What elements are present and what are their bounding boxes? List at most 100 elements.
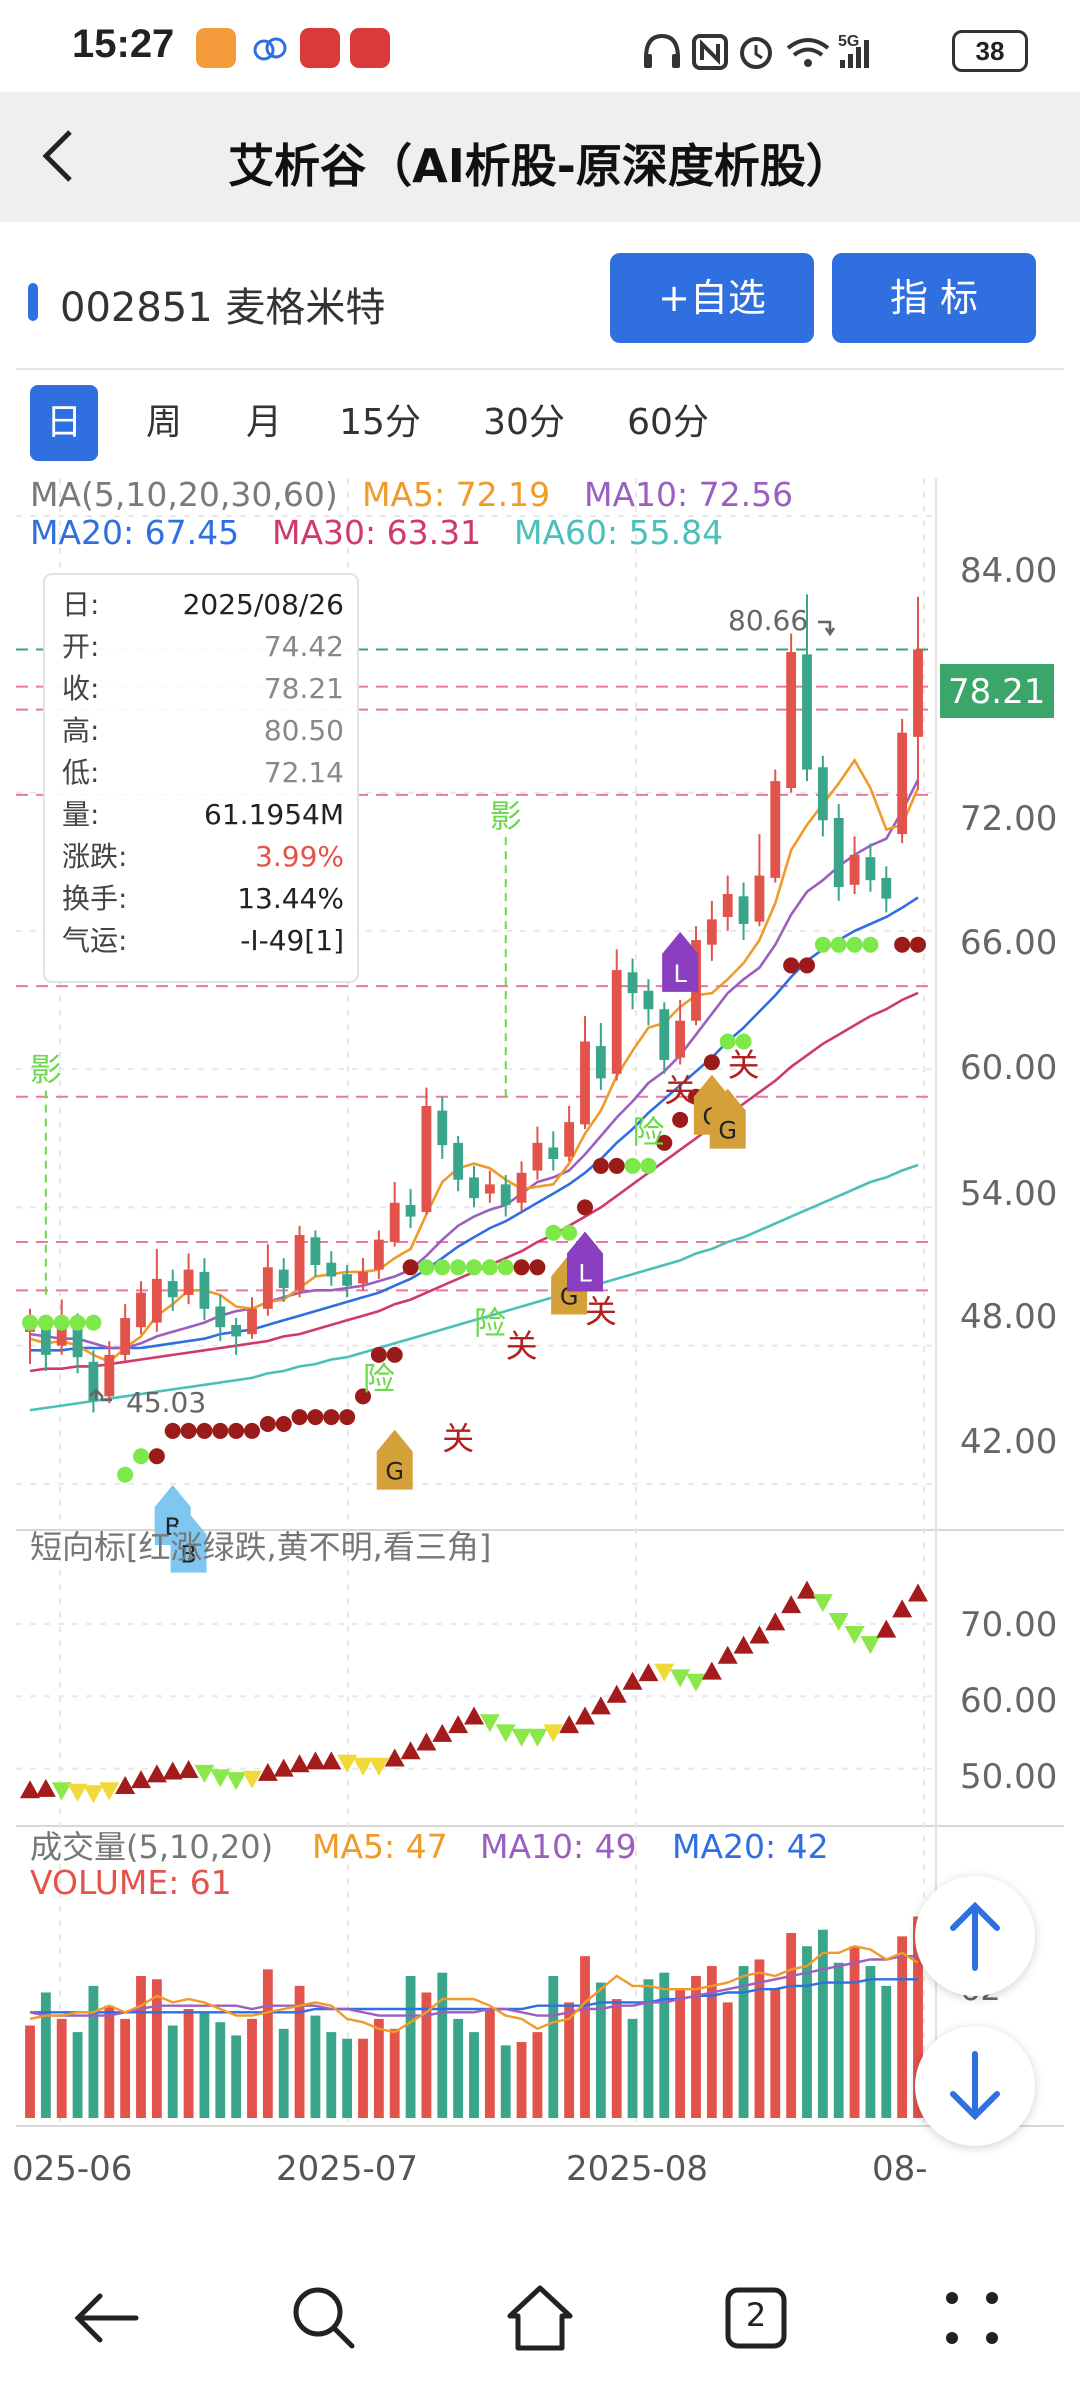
trend-triangle — [749, 1625, 770, 1644]
signal-badge — [662, 931, 699, 992]
tab-15min[interactable]: 15分 — [339, 402, 421, 443]
info-value: 13.44% — [237, 882, 344, 915]
support-dot — [814, 936, 831, 953]
support-dot — [592, 1157, 609, 1174]
support-dot — [69, 1314, 86, 1331]
support-dot — [117, 1466, 134, 1483]
add-watchlist-button[interactable]: +自选 — [610, 253, 814, 343]
candle-body — [342, 1274, 353, 1286]
nav-tabs-button[interactable]: 2 — [716, 2278, 796, 2358]
status-bar: 15:27 5G 38 — [0, 0, 1080, 92]
price-tick: 60.00 — [960, 1048, 1057, 1088]
info-value: 80.50 — [264, 714, 344, 747]
signal-label: 险 — [632, 1113, 664, 1151]
trend-triangle — [590, 1696, 611, 1715]
ma60-legend: MA60: 55.84 — [514, 513, 723, 552]
scroll-up-button[interactable] — [915, 1876, 1035, 1996]
support-dot — [466, 1259, 482, 1276]
date-label: 025-06 — [12, 2149, 132, 2189]
indicator-button[interactable]: 指 标 — [832, 253, 1036, 343]
volume-bar — [326, 2032, 337, 2118]
signal-label: 关 — [664, 1071, 696, 1109]
trend-triangle — [479, 1714, 500, 1733]
trend-triangle — [353, 1757, 373, 1776]
nfc-icon — [692, 34, 728, 70]
support-dot — [830, 936, 847, 953]
candle-body — [817, 767, 828, 821]
tab-60min[interactable]: 60分 — [627, 402, 709, 443]
price-tick: 84.00 — [960, 551, 1057, 591]
info-value: 61.1954M — [204, 798, 344, 831]
volume-bar — [532, 2032, 543, 2118]
page-title: 艾析谷（AI析股-原深度析股） — [228, 139, 852, 193]
volume-bar — [215, 2022, 226, 2118]
back-button[interactable] — [30, 120, 100, 190]
cloud-notification-icon — [250, 28, 290, 68]
candle-body — [405, 1205, 416, 1217]
candle-body — [706, 919, 717, 945]
tab-week[interactable]: 周 — [145, 402, 182, 443]
candle-body — [215, 1306, 226, 1328]
kline-chart[interactable]: 影影险险险关关关关关BBGGLLGG 84.00 72.00 66.00 60.… — [0, 0, 1080, 2228]
support-dot — [339, 1409, 356, 1426]
candle-body — [913, 649, 923, 737]
candle-body — [199, 1271, 210, 1309]
signal-badge — [709, 1088, 746, 1149]
volume-bar — [104, 2005, 115, 2118]
candle-body — [151, 1278, 162, 1323]
support-dot — [513, 1259, 530, 1276]
nav-back-button[interactable] — [68, 2278, 148, 2358]
short-trend-panel — [16, 1580, 936, 1804]
ma60-line — [29, 1163, 919, 1412]
wifi-icon — [786, 38, 830, 67]
volume-bar — [136, 1975, 146, 2118]
scroll-down-button[interactable] — [915, 2026, 1035, 2146]
trend-triangle — [670, 1669, 691, 1688]
candle-body — [548, 1147, 559, 1159]
trend-triangle — [686, 1673, 706, 1692]
trend-triangle — [400, 1741, 421, 1760]
status-icons: 5G — [644, 33, 869, 70]
volume-bar — [183, 2009, 194, 2118]
nav-menu-button[interactable] — [932, 2278, 1012, 2358]
candle-body — [453, 1142, 464, 1180]
volume-bar — [516, 2042, 527, 2118]
browser-nav-bar: 2 — [0, 2228, 1080, 2400]
trend-triangle — [432, 1723, 453, 1742]
info-label: 开: — [62, 630, 99, 663]
tab-day[interactable]: 日 — [30, 385, 98, 461]
nav-home-button[interactable] — [500, 2278, 580, 2358]
volume-bar — [469, 2032, 479, 2118]
volume-bar — [738, 1966, 749, 2118]
volume-bar — [151, 1979, 162, 2118]
candle-body — [738, 896, 749, 924]
vol-ma10-line — [29, 1954, 918, 2017]
trend-triangle — [464, 1706, 484, 1725]
nav-search-button[interactable] — [284, 2278, 364, 2358]
trend-triangle — [20, 1780, 40, 1799]
current-price-label: 78.21 — [948, 672, 1045, 712]
candle-body — [136, 1292, 146, 1328]
volume-title: 成交量(5,10,20) — [30, 1828, 273, 1866]
support-dot — [434, 1259, 451, 1276]
trend-triangle — [337, 1754, 358, 1773]
tab-30min[interactable]: 30分 — [483, 402, 565, 443]
volume-bar — [389, 2028, 400, 2118]
support-dot — [196, 1422, 213, 1439]
price-tick: 48.00 — [960, 1297, 1057, 1337]
vol-ma5-line — [29, 1944, 919, 2034]
trend-triangle — [368, 1757, 389, 1776]
info-label: 日: — [62, 588, 99, 621]
support-dot — [22, 1314, 38, 1331]
candle-body — [56, 1318, 67, 1346]
support-dot — [561, 1224, 578, 1241]
signal-icon — [840, 40, 869, 68]
info-label: 量: — [62, 798, 99, 831]
candle-body — [484, 1184, 495, 1194]
tab-month[interactable]: 月 — [245, 402, 282, 443]
support-dot — [910, 936, 926, 953]
candle-body — [580, 1041, 590, 1125]
trend-triangle — [194, 1764, 215, 1783]
info-value: 78.21 — [264, 672, 344, 705]
volume-bar — [564, 2002, 575, 2118]
